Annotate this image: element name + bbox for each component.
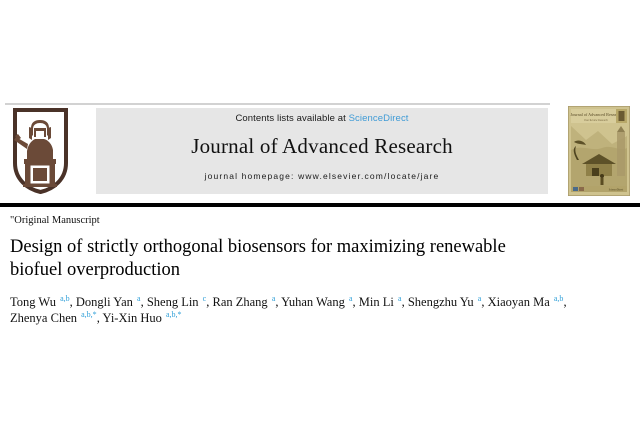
author-separator: , [401, 295, 408, 310]
header-separator-rule [0, 203, 640, 207]
author-separator: , [352, 295, 359, 310]
author-affiliation-marker[interactable]: a [398, 294, 402, 304]
svg-text:Peer Review Research: Peer Review Research [584, 119, 608, 122]
article-block: "Original Manuscript Design of strictly … [10, 214, 630, 326]
author-affiliation-marker[interactable]: a,b [553, 294, 564, 304]
journal-name-heading: Journal of Advanced Research [191, 134, 453, 158]
author-affiliation-marker[interactable]: a,b,* [81, 310, 97, 320]
author-separator: , [275, 295, 282, 310]
sciencedirect-link[interactable]: ScienceDirect [348, 113, 409, 124]
author-separator: , [69, 295, 76, 310]
author-name: Ran Zhang [212, 295, 271, 310]
author-entry: Min Li a [358, 294, 402, 310]
author-name: Min Li [358, 295, 397, 310]
author-name: Sheng Lin [146, 295, 202, 310]
author-entry: Zhenya Chen a,b,* [10, 310, 97, 326]
author-list: Tong Wu a,b, Dongli Yan a, Sheng Lin c, … [10, 294, 630, 326]
author-separator: , [481, 295, 488, 310]
journal-homepage-line[interactable]: journal homepage: www.elsevier.com/locat… [204, 171, 440, 181]
contents-panel: Contents lists available at ScienceDirec… [96, 108, 548, 194]
author-separator: , [206, 295, 213, 310]
author-separator: , [96, 311, 103, 326]
article-title: Design of strictly orthogonal biosensors… [10, 237, 506, 280]
scribe-shield-emblem-icon [12, 107, 69, 194]
author-affiliation-marker[interactable]: c [202, 294, 207, 304]
author-affiliation-marker[interactable]: a [477, 294, 482, 304]
author-entry: Yuhan Wang a [281, 294, 353, 310]
author-entry: Tong Wu a,b [10, 294, 70, 310]
article-type-kicker: "Original Manuscript [10, 215, 100, 226]
author-name: Dongli Yan [75, 295, 136, 310]
journal-masthead: Contents lists available at ScienceDirec… [0, 96, 640, 206]
author-affiliation-marker[interactable]: a,b [60, 294, 70, 304]
svg-text:Journal of Advanced Research: Journal of Advanced Research [570, 112, 622, 117]
svg-text:ScienceDirect: ScienceDirect [609, 189, 624, 192]
author-name: Xiaoyan Ma [487, 295, 553, 310]
author-entry: Shengzhu Yu a [407, 294, 482, 310]
author-name: Shengzhu Yu [407, 295, 477, 310]
author-affiliation-marker[interactable]: a [271, 294, 276, 304]
author-entry: Ran Zhang a [212, 294, 276, 310]
author-entry: Dongli Yan a [75, 294, 141, 310]
author-name: Zhenya Chen [10, 311, 81, 326]
contents-available-line: Contents lists available at ScienceDirec… [235, 113, 408, 124]
author-entry: Yi-Xin Huo a,b,* [102, 310, 182, 326]
author-entry: Sheng Lin c [146, 294, 207, 310]
author-affiliation-marker[interactable]: a,b,* [165, 310, 182, 320]
author-separator: , [563, 295, 567, 310]
author-name: Yuhan Wang [281, 295, 348, 310]
masthead-top-rule [5, 103, 550, 105]
author-name: Yi-Xin Huo [102, 311, 165, 326]
author-name: Tong Wu [10, 295, 60, 310]
author-entry: Xiaoyan Ma a,b [487, 294, 564, 310]
contents-prefix-text: Contents lists available at [235, 113, 349, 124]
author-affiliation-marker[interactable]: a [137, 294, 141, 304]
author-separator: , [140, 295, 147, 310]
author-affiliation-marker[interactable]: a [348, 294, 353, 304]
journal-cover-thumbnail[interactable]: Journal of Advanced Research Peer Review… [568, 106, 630, 196]
